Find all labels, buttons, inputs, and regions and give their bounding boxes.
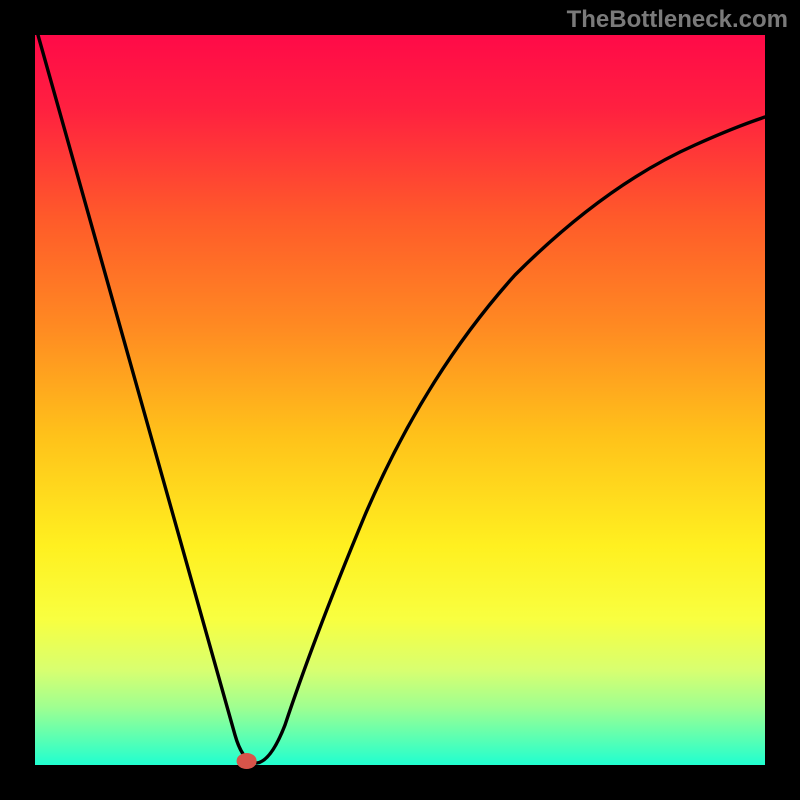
minimum-marker xyxy=(236,753,257,769)
plot-area xyxy=(35,35,765,765)
curve-path xyxy=(38,35,765,763)
bottleneck-curve xyxy=(35,35,765,765)
watermark-text: TheBottleneck.com xyxy=(567,6,788,34)
